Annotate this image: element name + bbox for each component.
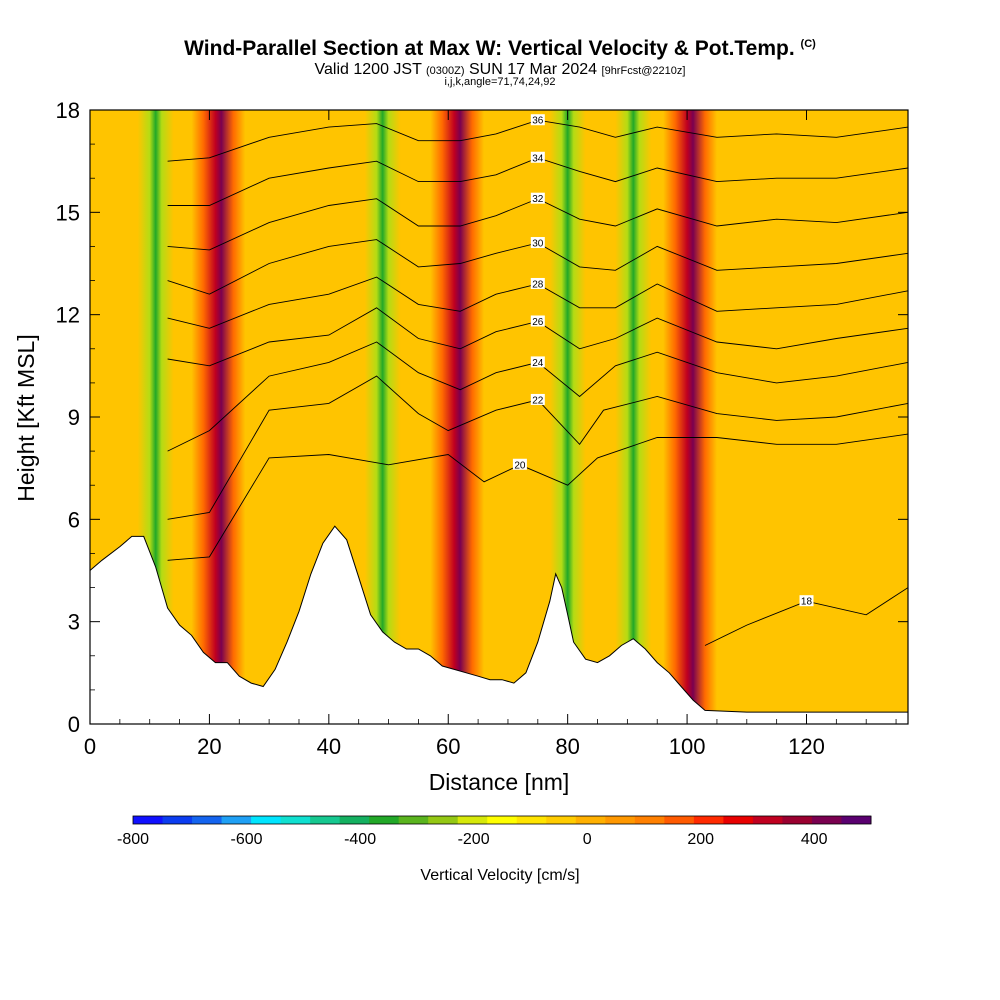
colorbar-swatch [811,816,842,824]
x-axis: 0 20 40 60 80 100 120 [84,110,897,759]
colorbar-swatch [752,816,783,824]
colorbar-swatch [575,816,606,824]
colorbar-swatch [605,816,636,824]
colorbar-swatch [251,816,282,824]
isotherm-24 [167,341,908,452]
isotherm-label: 28 [532,279,544,290]
isotherm-label-bg [530,151,545,163]
colorbar-swatch [428,816,459,824]
isotherm-22 [167,375,908,520]
x-tick-label: 20 [197,734,221,759]
colorbar-swatch [546,816,577,824]
chart-title-text: Wind-Parallel Section at Max W: Vertical… [184,37,795,60]
colorbar-swatch [693,816,724,824]
colorbar-frame [132,815,872,825]
isotherm-36 [167,119,908,162]
colorbar-swatch [457,816,488,824]
valid-prefix: Valid 1200 JST [314,61,422,78]
colorbar-swatch [133,816,164,824]
y-axis-label: Height [Kft MSL] [13,334,39,501]
chart-title: Wind-Parallel Section at Max W: Vertical… [0,37,1000,61]
chart-subtitle: Valid 1200 JST (0300Z) SUN 17 Mar 2024 [… [0,61,1000,79]
colorbar-swatch [634,816,665,824]
colorbar-swatch [516,816,547,824]
colorbar-tick-label: -200 [458,831,490,848]
isotherm-label: 18 [801,597,813,608]
isotherm-label-bg [530,114,545,126]
chart-title-unit: (C) [800,38,816,50]
colorbar-swatch [339,816,370,824]
isotherm-label-bg [530,315,545,327]
colorbar-swatch [221,816,252,824]
isotherm-label: 32 [532,194,544,205]
colorbar-swatch [369,816,400,824]
isotherm-label-bg [512,458,527,470]
x-tick-label: 80 [555,734,579,759]
terrain [89,525,909,725]
colorbar-label: Vertical Velocity [cm/s] [420,867,579,884]
colorbar-tick-label: -600 [230,831,262,848]
chart-indices: i,j,k,angle=71,74,24,92 [444,76,556,88]
colorbar-swatch [310,816,341,824]
isotherm-label-bg [530,393,545,405]
potential-temperature-contours: 18 20 22 24 26 28 30 32 34 36 [167,114,908,646]
forecast-label: [9hrFcst@2210z] [601,65,686,77]
valid-zulu: (0300Z) [426,65,465,77]
y-tick-label: 18 [56,98,80,123]
colorbar-swatch [192,816,223,824]
isotherm-34 [167,157,908,206]
y-tick-label: 3 [68,610,80,635]
x-axis-label: Distance [nm] [429,769,570,795]
isotherm-28 [167,276,908,329]
colorbar-swatch [841,816,872,824]
y-tick-label: 6 [68,507,80,532]
colorbar: -800 -600 -400 -200 0 200 400 [117,815,872,848]
valid-date: SUN 17 Mar 2024 [469,61,598,78]
isotherm-label-bg [530,277,545,289]
isotherm-label: 24 [532,358,544,369]
y-tick-label: 15 [56,200,80,225]
isotherm-label-bg [799,595,814,607]
colorbar-tick-label: -800 [117,831,149,848]
x-tick-label: 40 [317,734,341,759]
y-tick-label: 9 [68,405,80,430]
colorbar-tick-label: 0 [583,831,592,848]
isotherm-32 [167,198,908,251]
isotherm-label: 20 [514,460,526,471]
y-tick-label: 12 [56,303,80,328]
isotherm-label-bg [530,237,545,249]
colorbar-swatch [782,816,813,824]
isotherm-30 [167,239,908,295]
velocity-field [90,110,908,724]
isotherm-label-bg [530,356,545,368]
isotherm-label: 30 [532,239,544,250]
colorbar-swatch [664,816,695,824]
colorbar-swatch [487,816,518,824]
y-tick-label: 0 [68,712,80,737]
colorbar-tick-label: -400 [344,831,376,848]
x-tick-label: 120 [788,734,825,759]
x-tick-label: 100 [669,734,706,759]
colorbar-swatch [162,816,193,824]
x-tick-label: 60 [436,734,460,759]
colorbar-swatch [723,816,754,824]
colorbar-swatch [280,816,311,824]
x-tick-label: 0 [84,734,96,759]
colorbar-tick-label: 200 [687,831,714,848]
isotherm-label: 34 [532,153,544,164]
isotherm-label: 36 [532,116,544,127]
colorbar-tick-label: 400 [801,831,828,848]
isotherm-label: 26 [532,317,544,328]
colorbar-swatch [398,816,429,824]
isotherm-label-bg [530,192,545,204]
isotherm-label: 22 [532,395,544,406]
isotherm-26 [167,307,908,367]
